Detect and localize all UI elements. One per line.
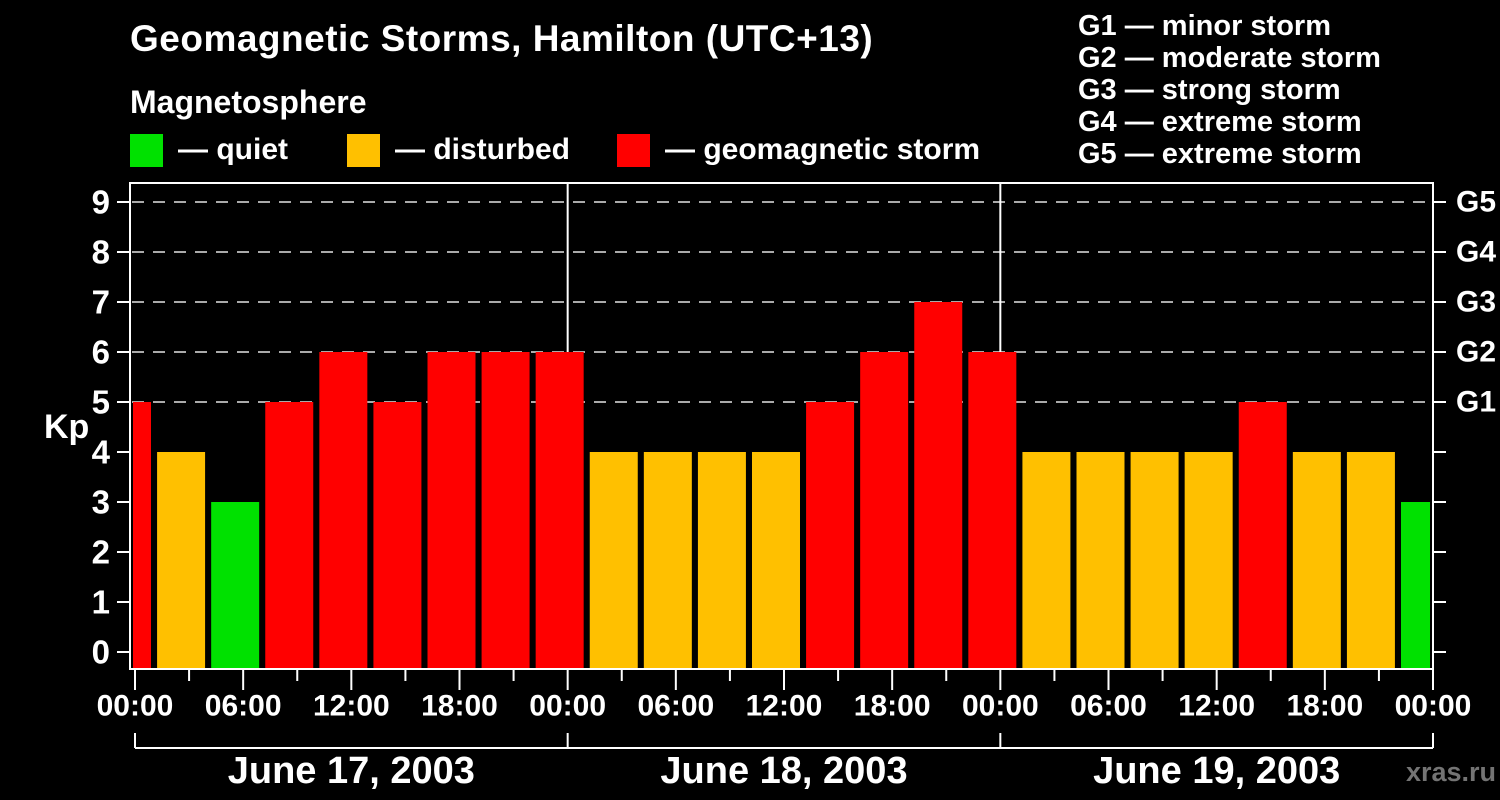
kp-bar-h9 [265, 402, 314, 668]
g-legend-line-g5: G5 — extreme storm [1078, 138, 1362, 170]
legend-item-storm: — geomagnetic storm [617, 133, 980, 167]
y-tick-label-0: 0 [92, 634, 110, 671]
y-tick-label-5: 5 [92, 384, 110, 421]
kp-bar-h24 [535, 352, 584, 668]
date-label-0: June 17, 2003 [228, 750, 475, 792]
legend-label-quiet: — quiet [178, 133, 288, 166]
kp-bar-h6 [211, 502, 260, 668]
x-tick-label-9: 06:00 [1070, 690, 1147, 723]
x-tick-label-11: 18:00 [1286, 690, 1363, 723]
kp-bar-h72 [1401, 502, 1430, 668]
g-scale-legend: G1 — minor storm G2 — moderate storm G3 … [1078, 10, 1381, 170]
x-tick-label-10: 12:00 [1178, 690, 1255, 723]
g-axis-label-g1: G1 [1456, 386, 1496, 419]
legend-label-storm: — geomagnetic storm [665, 133, 981, 166]
y-tick-label-6: 6 [92, 334, 110, 371]
page-title: Geomagnetic Storms, Hamilton (UTC+13) [130, 18, 874, 59]
quiet-swatch [130, 133, 163, 167]
kp-bar-h12 [319, 352, 368, 668]
g-legend-line-g2: G2 — moderate storm [1078, 42, 1381, 74]
kp-bar-h54 [1076, 452, 1125, 668]
kp-bar-h51 [1022, 452, 1071, 668]
x-tick-label-1: 06:00 [205, 690, 282, 723]
legend-item-quiet: — quiet [130, 133, 288, 167]
x-tick-label-0: 00:00 [97, 690, 174, 723]
x-tick-label-4: 00:00 [529, 690, 606, 723]
date-label-1: June 18, 2003 [660, 750, 907, 792]
kp-bar-h0 [133, 402, 151, 668]
date-label-2: June 19, 2003 [1093, 750, 1340, 792]
kp-bar-h18 [427, 352, 476, 668]
plot-frame [129, 182, 1434, 670]
g-legend-line-g3: G3 — strong storm [1078, 74, 1341, 106]
x-tick-label-12: 00:00 [1395, 690, 1472, 723]
y-tick-label-4: 4 [92, 434, 111, 471]
g-legend-line-g4: G4 — extreme storm [1078, 106, 1362, 138]
magnetosphere-label: Magnetosphere [130, 84, 367, 120]
kp-bar-h39 [806, 402, 855, 668]
y-tick-label-7: 7 [92, 284, 110, 321]
g-axis-label-g2: G2 [1456, 336, 1496, 369]
xras-watermark: xras.ru [1405, 757, 1496, 787]
x-tick-label-8: 00:00 [962, 690, 1039, 723]
kp-bar-h21 [481, 352, 530, 668]
kp-bar-h48 [968, 352, 1017, 668]
y-tick-label-3: 3 [92, 484, 110, 521]
kp-bar-h33 [697, 452, 746, 668]
y-tick-label-2: 2 [92, 534, 110, 571]
kp-bar-h66 [1292, 452, 1341, 668]
kp-bar-h15 [373, 402, 422, 668]
disturbed-swatch [347, 133, 380, 167]
legend-label-disturbed: — disturbed [395, 133, 571, 166]
legend-item-disturbed: — disturbed [347, 133, 570, 167]
x-tick-label-3: 18:00 [421, 690, 498, 723]
x-tick-label-5: 06:00 [637, 690, 714, 723]
g-legend-line-g1: G1 — minor storm [1078, 10, 1331, 42]
kp-bar-h3 [157, 452, 206, 668]
g-axis-label-g3: G3 [1456, 286, 1496, 319]
kp-bar-h36 [752, 452, 800, 668]
kp-bar-h63 [1238, 402, 1287, 668]
x-tick-label-6: 12:00 [746, 690, 823, 723]
kp-bar-h42 [860, 352, 909, 668]
storm-swatch [617, 133, 650, 167]
kp-bar-h27 [589, 452, 638, 668]
kp-bar-h30 [643, 452, 692, 668]
kp-bar-h57 [1130, 452, 1179, 668]
y-tick-label-8: 8 [92, 234, 110, 271]
kp-bar-h60 [1184, 452, 1233, 668]
x-tick-label-2: 12:00 [313, 690, 390, 723]
y-tick-label-9: 9 [92, 184, 110, 221]
y-tick-label-1: 1 [92, 584, 110, 621]
y-axis-label-kp: Kp [44, 408, 89, 446]
kp-bar-h45 [914, 302, 963, 668]
x-tick-label-7: 18:00 [854, 690, 931, 723]
g-axis-label-g4: G4 [1456, 236, 1496, 269]
kp-bar-h69 [1346, 452, 1395, 668]
g-axis-label-g5: G5 [1456, 186, 1496, 219]
